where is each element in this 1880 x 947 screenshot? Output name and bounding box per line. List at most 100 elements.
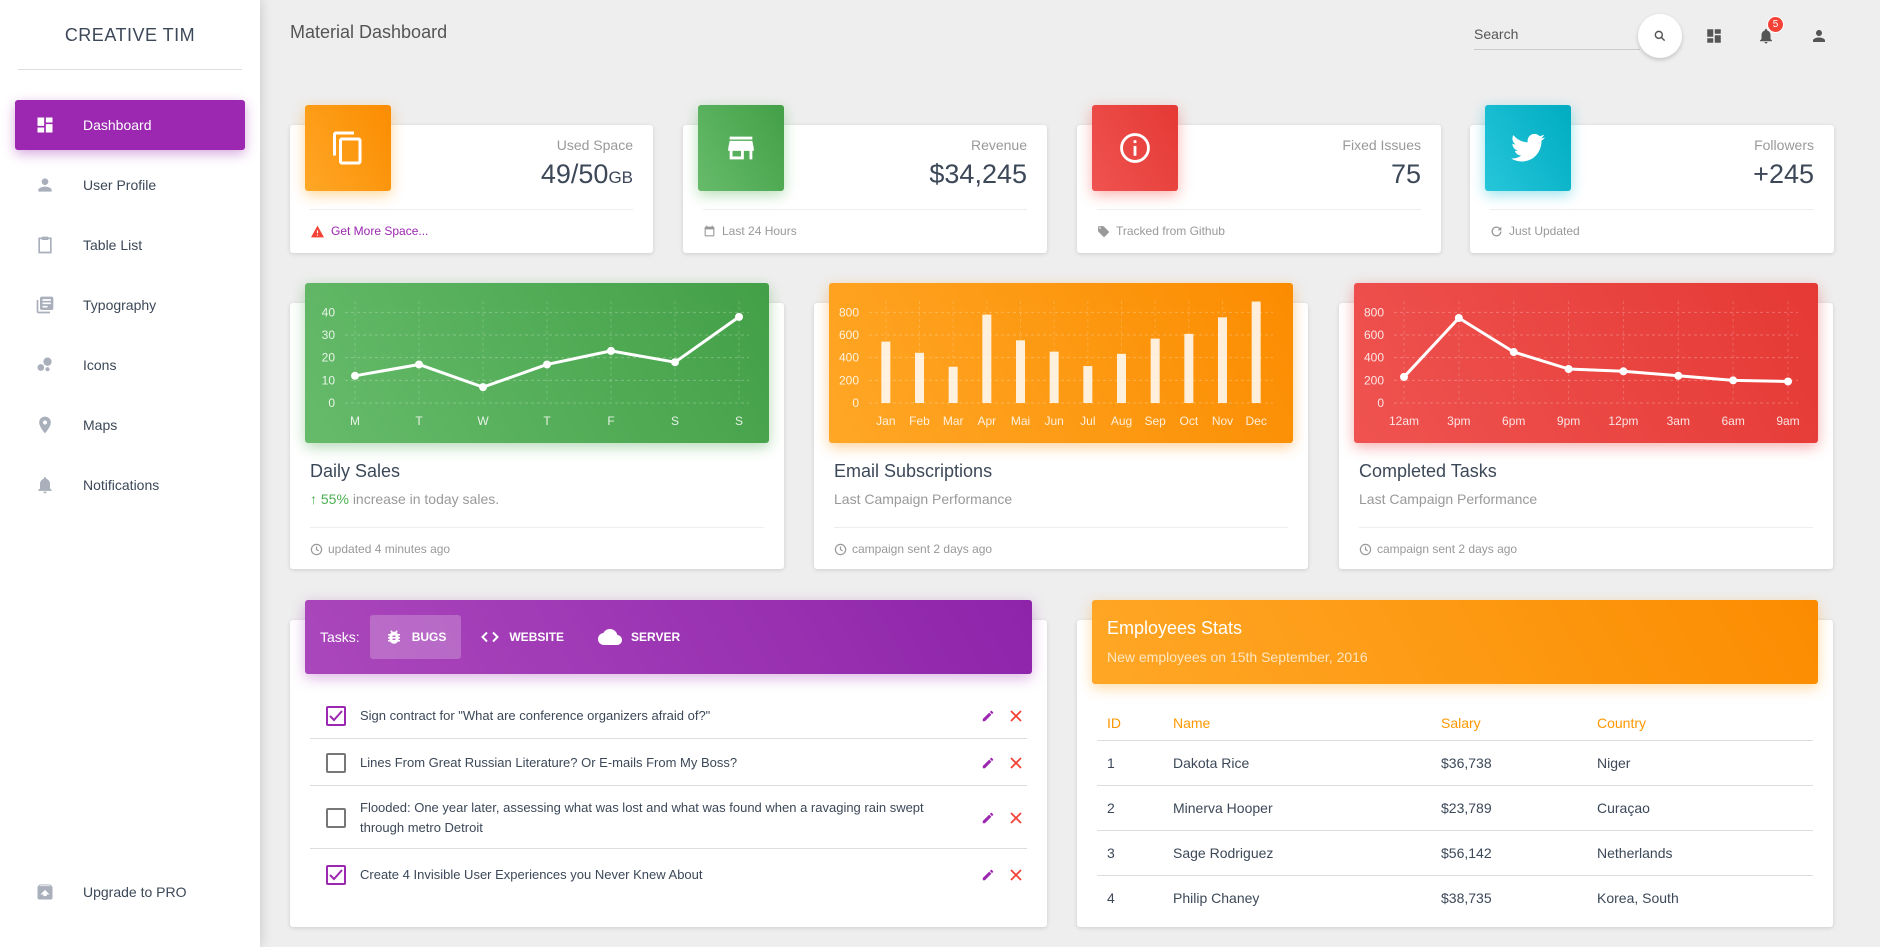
cell-country: Niger <box>1587 740 1813 786</box>
stat-card-fixed-issues: Fixed Issues 75 Tracked from Github <box>1077 105 1441 253</box>
edit-button[interactable] <box>977 864 999 886</box>
location-pin-icon <box>33 413 57 437</box>
chart-subtitle: ↑ 55% increase in today sales. <box>310 491 499 507</box>
stat-value-number: 49/50 <box>540 159 609 189</box>
increase-percent: 55% <box>320 491 349 507</box>
bar <box>1218 317 1227 403</box>
person-icon <box>33 173 57 197</box>
y-tick-label: 600 <box>839 328 859 342</box>
x-tick-label: 6pm <box>1502 414 1525 428</box>
data-point <box>1729 376 1738 385</box>
task-checkbox[interactable] <box>326 752 346 773</box>
cell-name: Philip Chaney <box>1173 889 1260 906</box>
remove-button[interactable] <box>1005 752 1027 774</box>
close-icon <box>1010 811 1022 824</box>
daily-sales-chart: 0 10 20 30 40 M T W T F S S <box>305 283 769 443</box>
task-text: Create 4 Invisible User Experiences you … <box>360 867 703 882</box>
user-button[interactable] <box>1805 22 1833 50</box>
stat-card-followers: Followers +245 Just Updated <box>1470 105 1834 253</box>
stat-card-revenue: Revenue $34,245 Last 24 Hours <box>683 105 1047 253</box>
cell-id: 3 <box>1097 830 1163 876</box>
sidebar-item-upgrade[interactable]: Upgrade to PRO <box>15 867 245 917</box>
cell-name: Minerva Hooper <box>1163 785 1431 831</box>
sidebar-item-icons[interactable]: Icons <box>15 340 245 390</box>
sidebar-item-label: Typography <box>83 297 157 313</box>
edit-button[interactable] <box>977 705 999 727</box>
sidebar-item-user-profile[interactable]: User Profile <box>15 160 245 210</box>
info-outline-icon <box>1092 105 1178 191</box>
stat-footer-text: Last 24 Hours <box>722 224 797 238</box>
column-header: Salary <box>1431 706 1587 741</box>
x-tick-label: T <box>415 414 423 428</box>
cell-country: Curaçao <box>1587 785 1813 831</box>
remove-button[interactable] <box>1005 807 1027 829</box>
code-icon <box>480 628 500 646</box>
task-checkbox[interactable] <box>326 807 346 828</box>
notifications-button[interactable]: 5 <box>1752 16 1784 50</box>
data-point <box>607 346 615 355</box>
y-tick-label: 30 <box>322 328 336 342</box>
sidebar-item-typography[interactable]: Typography <box>15 280 245 330</box>
column-header: Country <box>1587 706 1813 741</box>
stat-footer: Just Updated <box>1490 209 1814 238</box>
tab-server[interactable]: SERVER <box>583 615 695 659</box>
cell-id: 1 <box>1097 740 1163 786</box>
bar <box>982 314 992 403</box>
x-tick-label: Mai <box>1011 414 1030 428</box>
page-title[interactable]: Material Dashboard <box>290 22 448 42</box>
cell-country: Korea, South <box>1597 889 1679 906</box>
column-header: ID <box>1097 706 1163 741</box>
task-checkbox[interactable] <box>326 865 346 885</box>
task-row: Flooded: One year later, assessing what … <box>310 787 1027 849</box>
edit-button[interactable] <box>977 807 999 829</box>
stat-footer: Tracked from Github <box>1097 209 1421 238</box>
x-tick-label: 6am <box>1721 414 1744 428</box>
close-icon <box>1010 869 1022 881</box>
cell-salary: $36,738 <box>1431 740 1587 786</box>
clock-icon <box>1359 543 1372 556</box>
data-point <box>1564 365 1573 373</box>
x-tick-label: Oct <box>1179 414 1198 428</box>
y-tick-label: 0 <box>852 396 859 410</box>
tab-label: BUGS <box>411 630 447 644</box>
task-text: Flooded: One year later, assessing what … <box>360 799 924 835</box>
task-checkbox[interactable] <box>326 705 346 726</box>
x-tick-label: Nov <box>1212 414 1233 428</box>
sidebar-item-maps[interactable]: Maps <box>15 400 245 450</box>
x-tick-label: S <box>671 414 679 428</box>
tab-website[interactable]: WEBSITE <box>465 615 579 659</box>
data-point <box>351 371 359 380</box>
bar <box>1150 338 1160 403</box>
remove-button[interactable] <box>1005 705 1027 727</box>
y-tick-label: 400 <box>839 351 859 365</box>
column-header: Name <box>1163 706 1431 741</box>
pencil-icon <box>982 710 994 721</box>
bar <box>1049 351 1059 403</box>
chart-card-email-subscriptions: 0 200 400 600 800 Jan Feb Mar Apr Mai Jun Jul Aug Sep… <box>814 283 1308 569</box>
sidebar-item-dashboard[interactable]: Dashboard <box>15 100 245 150</box>
edit-button[interactable] <box>977 752 999 774</box>
x-tick-label: T <box>543 414 551 428</box>
y-tick-label: 600 <box>1364 328 1384 342</box>
sidebar-item-notifications[interactable]: Notifications <box>15 460 245 510</box>
employees-table: ID Name Salary Country 1 Dakota Rice $36… <box>1097 706 1813 920</box>
search-button[interactable] <box>1638 14 1682 58</box>
search-input[interactable] <box>1474 20 1634 48</box>
chart-footer: campaign sent 2 days ago <box>1359 527 1813 556</box>
x-tick-label: 12am <box>1389 414 1419 428</box>
dashboard-top-button[interactable] <box>1700 22 1728 50</box>
cell-country: Netherlands <box>1587 830 1813 876</box>
y-tick-label: 0 <box>1377 396 1384 410</box>
sidebar-item-table-list[interactable]: Table List <box>15 220 245 270</box>
person-icon <box>1813 30 1825 42</box>
email-subscriptions-chart: 0 200 400 600 800 Jan Feb Mar Apr Mai Jun Jul Aug Sep… <box>829 283 1293 443</box>
brand-logo[interactable]: CREATIVE TIM <box>0 0 260 70</box>
dashboard-icon <box>1707 29 1721 43</box>
get-more-space-link[interactable]: Get More Space... <box>331 224 429 238</box>
tab-bugs[interactable]: BUGS <box>369 615 462 659</box>
y-tick-label: 20 <box>322 351 336 365</box>
sidebar-item-label: User Profile <box>83 177 157 193</box>
cell-salary: $23,789 <box>1431 785 1587 831</box>
bar <box>915 352 924 403</box>
remove-button[interactable] <box>1005 864 1027 886</box>
